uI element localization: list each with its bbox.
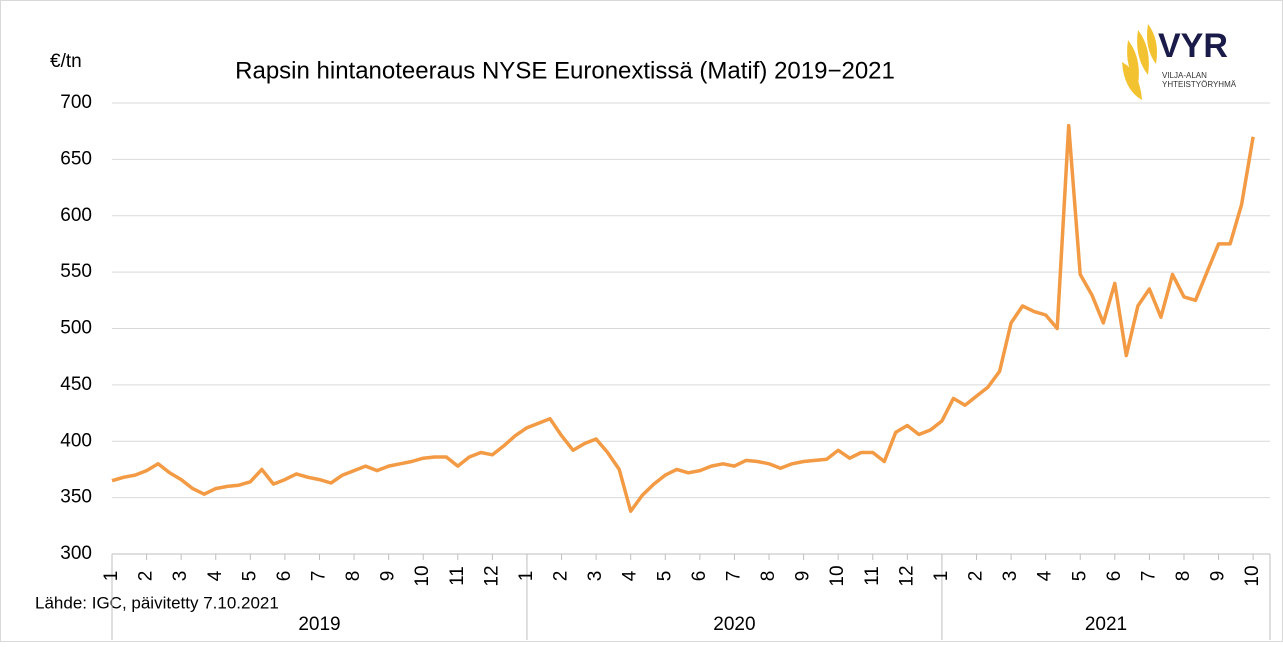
x-tick-label: 9 (378, 571, 399, 582)
y-tick-label: 500 (60, 318, 92, 339)
x-tick-label: 6 (1104, 571, 1125, 582)
x-tick-label: 2 (136, 571, 157, 582)
x-tick-label: 12 (481, 565, 502, 586)
x-tick-label: 6 (689, 571, 710, 582)
logo: VYR VILJA-ALAN YHTEISTYÖRYHMÄ (1122, 24, 1237, 100)
x-tick-label: 2 (966, 571, 987, 582)
x-tick-label: 7 (1138, 571, 1159, 582)
y-tick-label: 600 (60, 205, 92, 226)
x-tick-label: 4 (1035, 570, 1056, 581)
x-tick-label: 12 (896, 565, 917, 586)
logo-tagline: VILJA-ALAN (1162, 71, 1207, 80)
source: Lähde: IGC, päivitetty 7.10.2021 (35, 593, 279, 612)
year-label: 2020 (713, 614, 755, 635)
logo-icon (1122, 24, 1157, 100)
x-tick-label: 4 (620, 570, 641, 581)
x-tick-label: 4 (205, 570, 226, 581)
year-label: 2021 (1085, 614, 1127, 635)
x-tick-label: 9 (793, 571, 814, 582)
x-tick-label: 9 (1208, 571, 1229, 582)
x-tick-label: 7 (723, 571, 744, 582)
y-axis-label: €/tn (50, 51, 82, 72)
y-tick-label: 650 (60, 148, 92, 169)
x-tick-label: 10 (827, 565, 848, 586)
x-tick-label: 10 (1242, 565, 1263, 586)
x-tick-label: 5 (1069, 571, 1090, 582)
x-tick-label: 1 (516, 571, 537, 582)
x-tick-label: 2 (551, 571, 572, 582)
x-tick-label: 8 (343, 571, 364, 582)
x-tick-label: 8 (758, 571, 779, 582)
x-tick-label: 8 (1173, 571, 1194, 582)
x-tick-label: 11 (862, 566, 883, 586)
x-tick-label: 6 (274, 571, 295, 582)
x-tick-label: 1 (101, 571, 122, 582)
chart-title: Rapsin hintanoteeraus NYSE Euronextissä … (235, 57, 895, 84)
x-tick-label: 7 (308, 571, 329, 582)
x-tick-label: 1 (931, 571, 952, 582)
y-tick-label: 300 (60, 543, 92, 564)
x-tick-label: 11 (447, 566, 468, 586)
y-tick-label: 400 (60, 430, 92, 451)
x-tick-label: 5 (654, 571, 675, 582)
logo-tagline: YHTEISTYÖRYHMÄ (1162, 80, 1237, 89)
x-tick-label: 3 (585, 571, 606, 582)
x-tick-label: 3 (170, 571, 191, 582)
price-line (111, 123, 1255, 513)
y-tick-label: 350 (60, 487, 92, 508)
y-tick-label: 700 (60, 92, 92, 113)
x-tick-label: 3 (1000, 571, 1021, 582)
y-tick-label: 450 (60, 374, 92, 395)
logo-name: VYR (1158, 27, 1228, 65)
year-label: 2019 (298, 614, 340, 635)
x-tick-label: 5 (239, 571, 260, 582)
x-tick-label: 10 (412, 565, 433, 586)
y-tick-label: 550 (60, 261, 92, 282)
